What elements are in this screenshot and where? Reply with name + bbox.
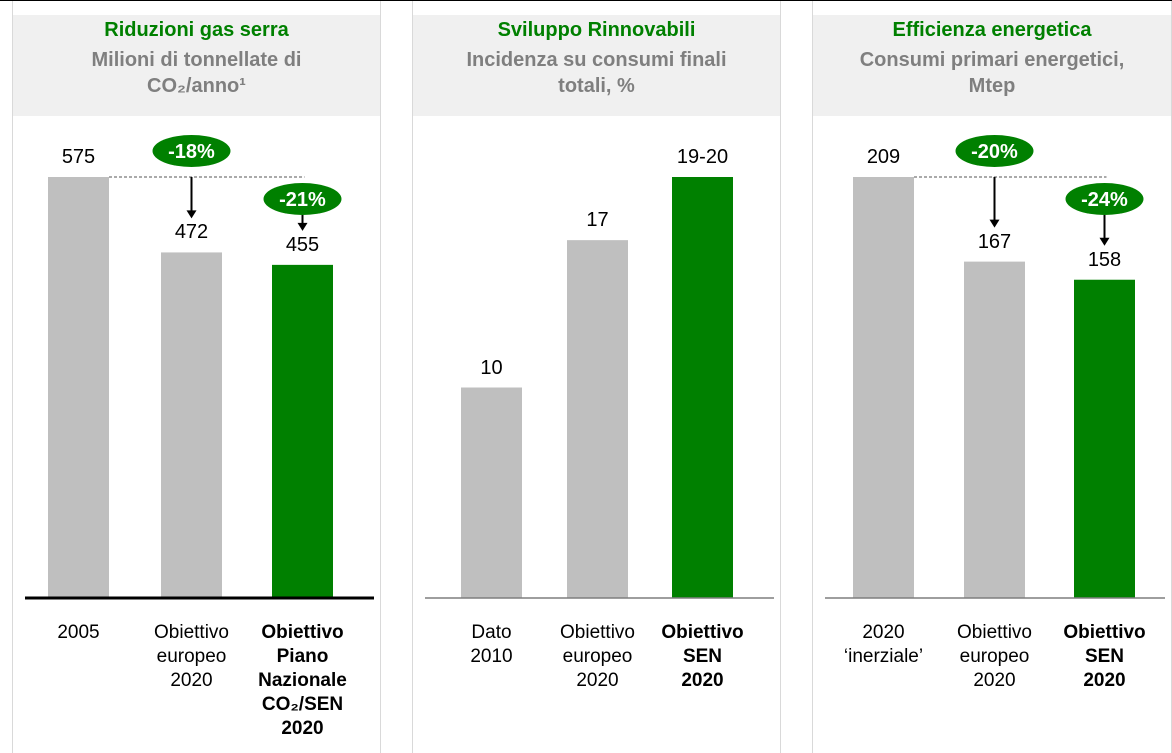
bar bbox=[48, 177, 109, 598]
arrow-head bbox=[1099, 237, 1110, 246]
chart: -20% -24% bbox=[825, 135, 1165, 599]
category-label: Obiettivo SEN 2020 bbox=[1063, 622, 1146, 691]
panel-header bbox=[413, 15, 780, 116]
badge-label: -18% bbox=[168, 141, 215, 163]
value-label: 19-20 bbox=[676, 146, 729, 168]
bar bbox=[461, 387, 522, 598]
category-label: Dato 2010 bbox=[470, 622, 513, 667]
bar bbox=[272, 264, 333, 598]
panel: Efficienza energetica Consumi primari ene… bbox=[812, 1, 1172, 753]
panel-title: Sviluppo Rinnovabili bbox=[497, 19, 696, 41]
value-label: 17 bbox=[586, 209, 609, 232]
bar bbox=[964, 261, 1025, 598]
badge bbox=[955, 135, 1034, 167]
value-label: 10 bbox=[480, 356, 503, 379]
bar bbox=[853, 177, 914, 598]
value-label: 472 bbox=[174, 221, 209, 244]
panel-title: Riduzioni gas serra bbox=[104, 19, 289, 41]
category-label: 2020 ‘inerziale’ bbox=[843, 622, 924, 667]
category-label: Obiettivo europeo 2020 bbox=[957, 622, 1032, 691]
value-label: 209 bbox=[866, 146, 901, 168]
badge bbox=[1065, 183, 1144, 215]
category-label: Obiettivo europeo 2020 bbox=[154, 622, 229, 691]
badge bbox=[152, 135, 231, 167]
bar bbox=[161, 252, 222, 598]
arrow-head bbox=[186, 210, 197, 219]
badge-label: -24% bbox=[1081, 189, 1128, 211]
chart bbox=[425, 177, 774, 599]
badge-label: -21% bbox=[279, 189, 326, 211]
value-label: 455 bbox=[285, 233, 320, 256]
category-label: Obiettivo Piano Nazionale CO₂/SEN 2020 bbox=[258, 622, 347, 739]
value-label: 167 bbox=[977, 230, 1012, 253]
panel: Sviluppo Rinnovabili Incidenza su consumi… bbox=[412, 1, 781, 753]
badge bbox=[263, 183, 342, 215]
bar bbox=[672, 177, 733, 598]
panel-subtitle: Milioni di tonnellate di CO₂/anno¹ bbox=[91, 49, 302, 97]
panel: Riduzioni gas serra Milioni di tonnellate… bbox=[12, 1, 381, 753]
value-label: 158 bbox=[1087, 248, 1122, 271]
value-label: 575 bbox=[61, 146, 96, 168]
panel-header bbox=[813, 15, 1171, 116]
badge-label: -20% bbox=[971, 141, 1018, 163]
panel-title: Efficienza energetica bbox=[892, 19, 1092, 41]
bar bbox=[567, 240, 628, 598]
chart: -18% -21% bbox=[25, 135, 374, 600]
arrow-head bbox=[297, 222, 308, 231]
panel-header bbox=[13, 15, 380, 116]
category-label: Obiettivo europeo 2020 bbox=[560, 622, 635, 691]
bar bbox=[1074, 279, 1135, 598]
panel-subtitle: Incidenza su consumi finali totali, % bbox=[466, 49, 727, 97]
category-label: Obiettivo SEN 2020 bbox=[661, 622, 744, 691]
panel-subtitle: Consumi primari energetici, Mtep bbox=[859, 49, 1125, 97]
category-label: 2005 bbox=[57, 622, 100, 643]
arrow-head bbox=[989, 219, 1000, 228]
